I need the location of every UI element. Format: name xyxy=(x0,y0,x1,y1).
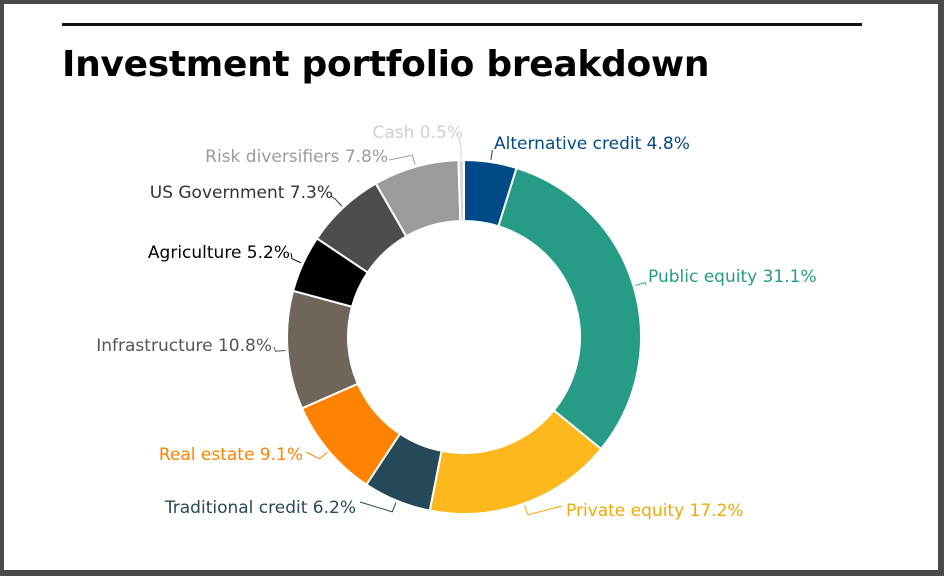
slice-public-equity[interactable] xyxy=(497,166,642,451)
leader-line-private-equity xyxy=(524,505,563,516)
slice-label-infrastructure: Infrastructure 10.8% xyxy=(96,336,272,356)
slice-label-cash: Cash 0.5% xyxy=(372,123,463,143)
chart-title: Investment portfolio breakdown xyxy=(62,44,710,85)
slice-label-alternative-credit: Alternative credit 4.8% xyxy=(494,134,690,154)
leader-line-us-government xyxy=(330,195,343,207)
slice-label-private-equity: Private equity 17.2% xyxy=(566,501,744,521)
top-rule xyxy=(62,23,862,26)
slice-label-risk-diversifiers: Risk diversifiers 7.8% xyxy=(205,147,388,167)
slice-label-traditional-credit: Traditional credit 6.2% xyxy=(164,498,356,518)
leader-line-alternative-credit xyxy=(490,150,493,161)
slice-cash[interactable] xyxy=(457,158,465,223)
leader-line-risk-diversifiers xyxy=(388,154,416,165)
leader-line-traditional-credit xyxy=(359,501,397,513)
slice-label-agriculture: Agriculture 5.2% xyxy=(148,243,290,263)
slice-label-public-equity: Public equity 31.1% xyxy=(648,267,817,287)
slice-label-real-estate: Real estate 9.1% xyxy=(159,445,303,465)
leader-line-public-equity xyxy=(635,281,647,286)
leader-line-agriculture xyxy=(290,252,302,264)
leader-line-cash xyxy=(458,137,462,159)
leader-line-infrastructure xyxy=(273,346,286,352)
slice-label-us-government: US Government 7.3% xyxy=(150,183,333,203)
leader-line-real-estate xyxy=(305,451,328,460)
